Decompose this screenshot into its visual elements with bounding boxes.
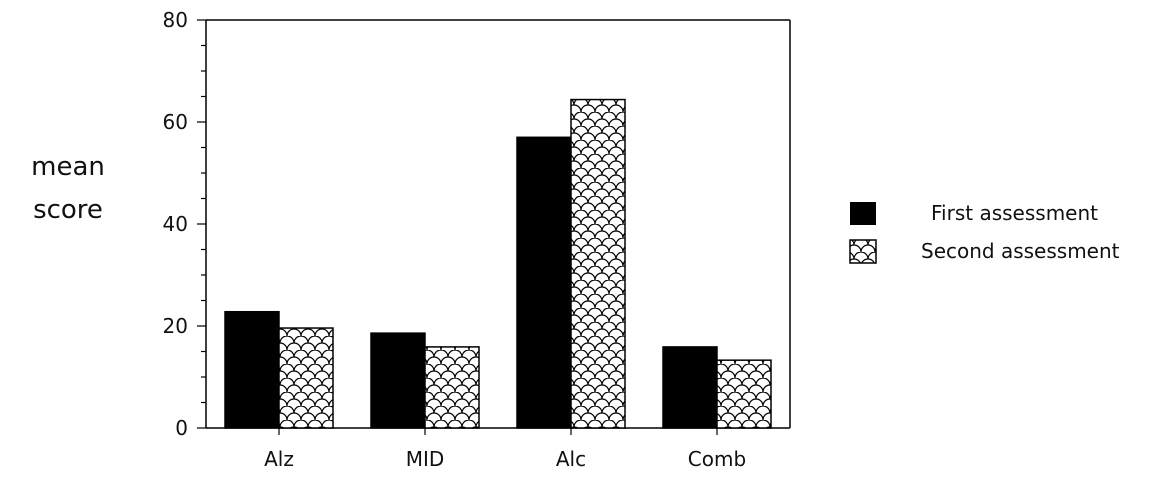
y-tick-label: 0 <box>175 416 188 440</box>
bar-second-comb <box>716 359 772 429</box>
legend-label-second: Second assessment <box>921 239 1120 263</box>
bar-second-alz <box>278 327 334 429</box>
legend-label-first: First assessment <box>931 201 1098 225</box>
legend: First assessment Second assessment <box>849 201 1120 264</box>
bar-second-mid <box>424 346 480 429</box>
x-tick-label-comb: Comb <box>688 447 746 471</box>
x-tick-label-alz: Alz <box>264 447 294 471</box>
legend-swatch-second <box>849 239 877 264</box>
bar-first-comb <box>662 346 718 429</box>
y-tick-label: 20 <box>163 314 188 338</box>
bar-second-alc <box>570 98 626 429</box>
x-tick-label-mid: MID <box>406 447 445 471</box>
bar-first-alc <box>516 136 572 429</box>
chart-marks: 0 20 40 60 80 Alz MID Alc Comb <box>163 8 791 471</box>
y-axis-label-line-2: score <box>33 195 103 225</box>
y-axis-label-line-1: mean <box>31 152 105 182</box>
bar-first-alz <box>224 310 280 429</box>
x-tick-label-alc: Alc <box>556 447 586 471</box>
y-tick-label: 60 <box>163 110 188 134</box>
bar-first-mid <box>370 332 426 429</box>
y-tick-label: 80 <box>163 8 188 32</box>
legend-swatch-first <box>850 202 876 225</box>
y-tick-label: 40 <box>163 212 188 236</box>
